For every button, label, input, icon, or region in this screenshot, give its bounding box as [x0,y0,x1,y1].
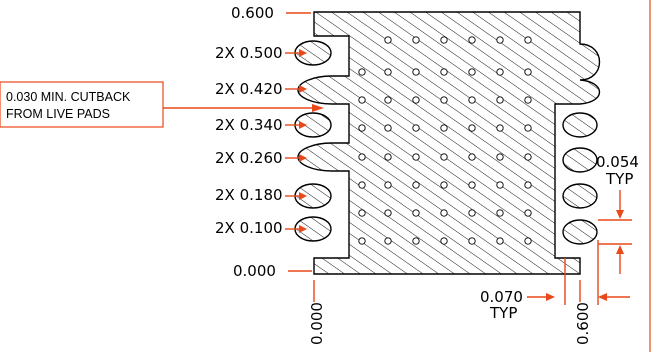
gap-typ: TYP [489,304,517,322]
x-dimensions: 0.000 0.600 [308,280,592,345]
via [440,181,448,189]
x-label-1: 0.600 [574,302,592,345]
y-label-2: 2X 0.420 [215,80,283,98]
via [524,181,532,189]
pitch-dimension: 0.054 TYP [596,153,639,274]
left-pads [294,40,332,242]
via [358,124,366,132]
via [496,237,504,245]
via [384,68,392,76]
right-pads [562,112,598,245]
via [384,96,392,104]
gap-dimension: 0.070 TYP [480,240,630,322]
pad-right-2 [562,147,598,173]
via [412,153,420,161]
pitch-typ: TYP [605,170,633,188]
y-label-7: 0.000 [233,262,276,280]
exposed-pad [297,11,601,275]
via [358,237,366,245]
via [496,96,504,104]
via [468,237,476,245]
note-line-2: FROM LIVE PADS [6,107,110,121]
via [384,181,392,189]
via [468,153,476,161]
via [524,36,532,44]
via [524,237,532,245]
via [440,153,448,161]
via [440,68,448,76]
y-label-0: 0.600 [231,4,274,22]
via [412,209,420,217]
via [412,181,420,189]
via [440,124,448,132]
note-box [0,81,164,128]
via-grid [358,36,532,245]
y-label-6: 2X 0.100 [215,219,283,237]
via [412,124,420,132]
via [496,153,504,161]
via [440,237,448,245]
via [384,237,392,245]
y-label-3: 2X 0.340 [215,116,283,134]
via [412,96,420,104]
gap-value: 0.070 [480,288,523,306]
via [524,209,532,217]
cutback-note: 0.030 MIN. CUTBACK FROM LIVE PADS [0,81,324,128]
via [440,36,448,44]
via [412,36,420,44]
via [384,124,392,132]
via [358,68,366,76]
via [358,96,366,104]
via [384,209,392,217]
via [496,209,504,217]
x-label-0: 0.000 [308,302,326,345]
y-label-5: 2X 0.180 [215,186,283,204]
pad-right-3 [562,183,598,209]
via [358,153,366,161]
via [384,36,392,44]
y-label-1: 2X 0.500 [215,44,283,62]
via [468,96,476,104]
via [496,181,504,189]
pitch-value: 0.054 [596,153,639,171]
via [468,36,476,44]
via [524,153,532,161]
via [358,181,366,189]
via [412,68,420,76]
via [440,209,448,217]
via [524,68,532,76]
y-dimensions: 0.600 2X 0.500 2X 0.420 2X 0.340 2X 0.26… [215,4,312,280]
via [524,124,532,132]
note-line-1: 0.030 MIN. CUTBACK [6,90,131,104]
via [468,209,476,217]
via [412,237,420,245]
y-label-4: 2X 0.260 [215,149,283,167]
via [524,96,532,104]
via [440,96,448,104]
via [496,124,504,132]
pad-right-4 [562,219,598,245]
pad-right-1 [562,112,598,138]
via [358,209,366,217]
via [384,153,392,161]
via [468,124,476,132]
via [496,36,504,44]
via [468,181,476,189]
via [468,68,476,76]
via [496,68,504,76]
